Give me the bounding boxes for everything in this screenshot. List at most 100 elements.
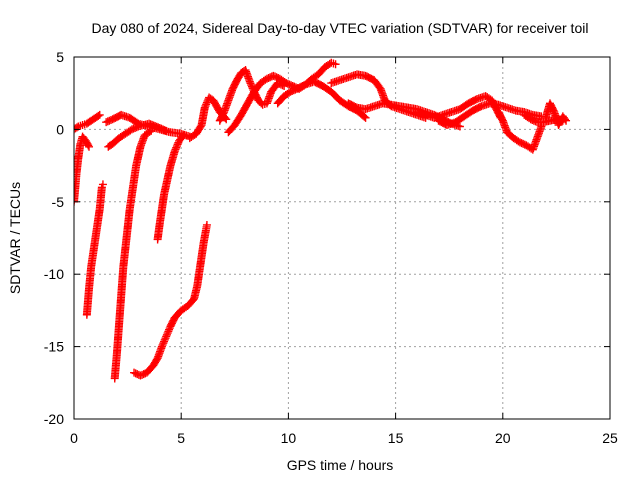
data-point-trail [163,329,172,338]
series-arc-3 [82,180,107,319]
data-layer [74,58,571,383]
data-point-trail [74,124,80,133]
y-tick-label: -15 [44,339,64,355]
data-point-trail [218,110,227,119]
data-point-trail [112,136,121,145]
data-point-trail [169,316,178,325]
data-point-trail [350,102,359,111]
data-point-trail [559,113,568,122]
data-point-trail [333,93,342,102]
tick-layer: 0 5 10 15 20 25 5 0 -5 -10 -15 -20 [44,49,618,446]
data-point-trail [419,110,428,119]
data-point-trail [318,65,327,74]
data-point-trail [359,111,368,120]
data-point-trail [164,327,173,336]
y-tick-label: -20 [44,411,64,427]
data-point-trail [289,86,298,95]
data-point-trail [177,134,186,143]
data-point-trail [231,79,240,88]
data-point-trail [470,96,479,105]
data-point-trail [329,59,338,68]
data-point-trail [461,101,470,110]
series-arc-7 [153,131,188,244]
data-point-trail [277,94,286,103]
series-arc-10 [215,66,289,125]
data-point-trail [509,105,518,114]
data-point-trail [79,134,88,143]
data-point-trail [158,340,167,349]
data-point-trail [195,123,204,132]
data-point [98,180,107,189]
data-point-trail [180,304,189,313]
data-point-trail [465,108,474,117]
series-arc-6 [104,119,171,151]
data-point-trail [342,73,351,82]
data-point-trail [519,139,528,148]
data-point-trail [279,76,288,85]
y-tick-label: 0 [56,121,64,137]
data-point-trail [178,132,187,141]
data-point-trail [132,123,141,132]
data-point-trail [368,102,377,111]
data-point [162,332,171,341]
data-point-trail [257,99,266,108]
data-point-trail [315,80,324,89]
data-point-trail [512,136,521,145]
data-point-trail [259,76,268,85]
plot-frame [73,56,611,420]
data-point-trail [324,85,333,94]
data-point-trail [202,98,211,107]
y-tick-label: -5 [52,194,65,210]
data-point-trail [255,97,264,106]
data-point-trail [172,143,181,152]
data-point-trail [254,81,263,90]
data-point-trail [188,131,197,140]
data-point-trail [165,325,174,334]
data-point-trail [283,89,292,98]
data-point-trail [162,330,171,339]
y-tick-label: 5 [56,49,64,65]
data-point-trail [523,113,532,122]
data-point-trail [206,94,215,103]
data-point-trail [201,101,210,110]
data-point-trail [497,113,506,122]
data-point-trail [506,131,515,140]
data-point-trail [159,339,168,348]
data-point-trail [173,140,182,149]
data-point-trail [445,108,454,117]
data-point-trail [285,80,294,89]
data-point-trail [139,370,148,379]
data-point-trail [235,113,244,122]
x-tick-label: 15 [388,430,404,446]
data-point-trail [214,105,223,114]
data-point-trail [105,116,114,125]
data-point-trail [248,90,257,99]
data-point-trail [246,79,255,88]
data-point-trail [298,81,307,90]
data-point-trail [247,80,256,89]
data-point-trail [334,76,343,85]
series-arc-15 [413,92,505,122]
data-point-trail [151,357,160,366]
data-point-trail [202,100,211,109]
data-point-trail [560,115,569,124]
data-point-trail [92,112,101,121]
data-point-trail [187,297,196,306]
series-arc-4 [110,126,156,383]
data-point-trail [172,142,181,151]
x-tick-label: 5 [177,430,185,446]
data-point-trail [76,121,85,130]
data-point-trail [84,141,93,150]
data-point-trail [501,103,510,112]
data-point-trail [83,139,92,148]
chart-title: Day 080 of 2024, Sidereal Day-to-day VTE… [92,20,589,36]
data-point-trail [94,111,103,120]
data-point-trail [272,73,281,82]
data-point-trail [360,112,369,121]
data-point-trail [131,123,140,132]
series-arc-19 [541,99,571,130]
data-point-trail [457,114,466,123]
